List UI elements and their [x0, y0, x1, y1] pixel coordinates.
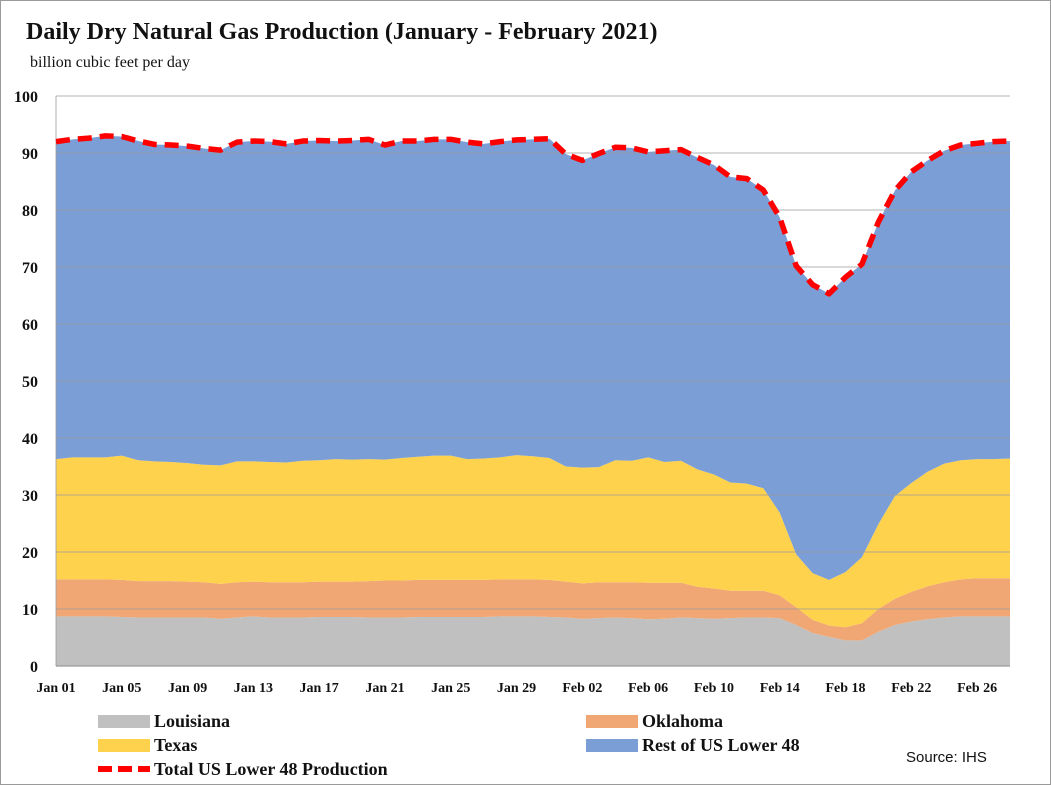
x-tick-label: Jan 17 — [300, 681, 339, 696]
x-tick-label: Jan 25 — [431, 681, 470, 696]
y-tick-label: 30 — [22, 488, 38, 505]
y-tick-label: 80 — [22, 203, 38, 220]
x-tick-label: Feb 26 — [957, 681, 997, 696]
area-texas — [56, 455, 1010, 628]
area-louisiana — [56, 616, 1010, 666]
x-tick-label: Jan 13 — [234, 681, 273, 696]
y-tick-label: 100 — [14, 89, 38, 106]
y-tick-label: 10 — [22, 602, 38, 619]
y-tick-label: 90 — [22, 146, 38, 163]
x-tick-label: Feb 14 — [760, 681, 800, 696]
y-axis-unit-label: billion cubic feet per day — [30, 54, 190, 71]
y-tick-label: 40 — [22, 431, 38, 448]
y-tick-label: 60 — [22, 317, 38, 334]
x-tick-label: Jan 21 — [365, 681, 404, 696]
x-tick-label: Jan 01 — [36, 681, 75, 696]
line-total-us-lower-48 — [55, 133, 1011, 297]
x-tick-label: Feb 06 — [628, 681, 668, 696]
y-tick-label: 70 — [22, 260, 38, 277]
x-tick-label: Jan 29 — [497, 681, 536, 696]
y-tick-label: 0 — [30, 659, 38, 676]
y-tick-label: 20 — [22, 545, 38, 562]
x-tick-label: Feb 18 — [825, 681, 865, 696]
x-tick-label: Jan 05 — [102, 681, 141, 696]
chart-title: Daily Dry Natural Gas Production (Januar… — [26, 19, 658, 45]
x-tick-label: Feb 22 — [891, 681, 931, 696]
area-rest-of-us-lower-48 — [56, 135, 1010, 580]
x-tick-label: Jan 09 — [168, 681, 207, 696]
source-note: Source: IHS — [906, 749, 987, 766]
y-tick-label: 50 — [22, 374, 38, 391]
x-tick-label: Feb 10 — [694, 681, 734, 696]
x-tick-label: Feb 02 — [562, 681, 602, 696]
